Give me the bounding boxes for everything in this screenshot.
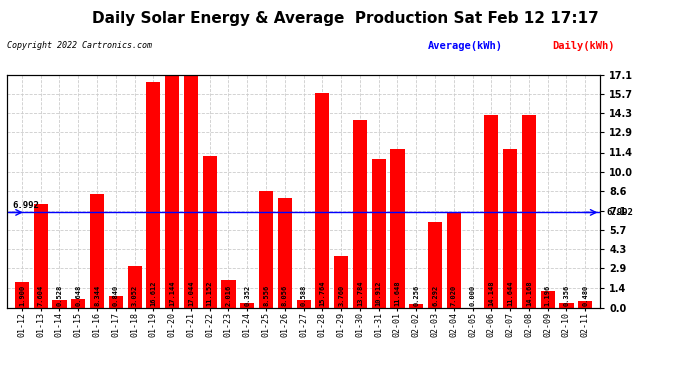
Text: 6.292: 6.292 (432, 285, 438, 306)
Bar (34, 204, 48, 308)
Bar (109, 296, 123, 307)
Text: 3.052: 3.052 (132, 285, 137, 306)
Text: 8.344: 8.344 (94, 285, 100, 306)
Bar (90, 194, 104, 308)
Text: 6.992: 6.992 (12, 201, 39, 210)
Bar (578, 301, 592, 307)
Bar (240, 303, 255, 307)
Text: 0.480: 0.480 (582, 285, 589, 306)
Text: 7.604: 7.604 (38, 285, 43, 306)
Bar (447, 212, 461, 308)
Bar (372, 159, 386, 308)
Text: 0.528: 0.528 (57, 285, 63, 306)
Text: Daily(kWh): Daily(kWh) (552, 41, 615, 51)
Text: 0.588: 0.588 (301, 285, 306, 306)
Text: 1.196: 1.196 (544, 285, 551, 306)
Text: 11.648: 11.648 (395, 281, 400, 306)
Bar (503, 149, 518, 308)
Bar (128, 266, 141, 308)
Text: 2.016: 2.016 (226, 285, 231, 306)
Text: 11.152: 11.152 (207, 281, 213, 306)
Text: 0.256: 0.256 (413, 285, 420, 306)
Text: 10.912: 10.912 (376, 281, 382, 306)
Bar (15, 282, 29, 308)
Text: 0.840: 0.840 (113, 285, 119, 306)
Text: 15.764: 15.764 (319, 281, 326, 306)
Bar (203, 156, 217, 308)
Bar (297, 300, 310, 307)
Text: 11.644: 11.644 (507, 281, 513, 306)
Bar (334, 256, 348, 307)
Text: Daily Solar Energy & Average  Production Sat Feb 12 17:17: Daily Solar Energy & Average Production … (92, 11, 598, 26)
Bar (428, 222, 442, 308)
Bar (522, 115, 536, 308)
Text: Copyright 2022 Cartronics.com: Copyright 2022 Cartronics.com (7, 41, 152, 50)
Text: 1.900: 1.900 (19, 285, 25, 306)
Bar (278, 198, 292, 308)
Text: 17.044: 17.044 (188, 281, 194, 306)
Text: 0.648: 0.648 (75, 285, 81, 306)
Bar (184, 76, 198, 307)
Bar (541, 291, 555, 308)
Bar (315, 93, 329, 308)
Text: 6.992: 6.992 (607, 208, 633, 217)
Text: 8.556: 8.556 (263, 285, 269, 306)
Bar (259, 191, 273, 308)
Text: 0.000: 0.000 (470, 285, 475, 306)
Text: 14.168: 14.168 (526, 281, 532, 306)
Bar (353, 120, 367, 308)
Bar (52, 300, 66, 307)
Text: 16.612: 16.612 (150, 281, 157, 306)
Text: 0.356: 0.356 (564, 285, 569, 306)
Text: 17.144: 17.144 (169, 281, 175, 306)
Bar (391, 149, 404, 308)
Text: 0.352: 0.352 (244, 285, 250, 306)
Text: 13.784: 13.784 (357, 281, 363, 306)
Bar (560, 303, 573, 307)
Bar (165, 74, 179, 307)
Bar (146, 82, 160, 308)
Text: 7.020: 7.020 (451, 285, 457, 306)
Text: 14.148: 14.148 (489, 281, 494, 306)
Text: Average(kWh): Average(kWh) (428, 41, 503, 51)
Bar (409, 304, 423, 307)
Bar (484, 115, 498, 308)
Text: 8.056: 8.056 (282, 285, 288, 306)
Text: 3.760: 3.760 (338, 285, 344, 306)
Bar (221, 280, 235, 308)
Bar (71, 299, 86, 307)
